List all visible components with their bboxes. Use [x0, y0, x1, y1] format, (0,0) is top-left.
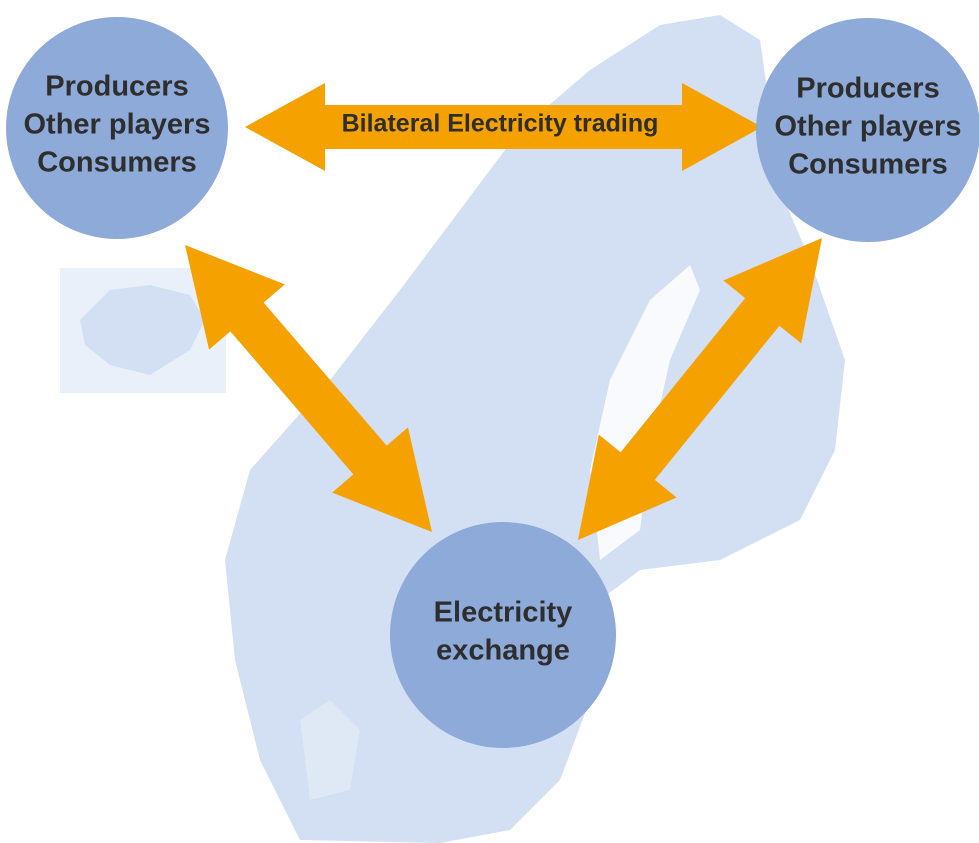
denmark	[300, 700, 360, 800]
node-circle	[756, 18, 979, 242]
node-label: Consumers	[37, 147, 197, 179]
double-arrow	[185, 245, 432, 532]
double-arrow	[578, 238, 822, 540]
node-label: Other players	[775, 111, 962, 143]
node-label: Producers	[45, 71, 188, 103]
double-arrow	[245, 83, 762, 171]
node-label: exchange	[436, 635, 570, 667]
edge-label: Bilateral Electricity trading	[342, 110, 659, 138]
scandinavia-map	[225, 15, 845, 843]
node-label: Electricity	[434, 597, 573, 629]
arrows	[185, 83, 822, 540]
nodes: Producers Other players Consumers Producers…	[6, 17, 979, 748]
node-circle	[390, 522, 616, 748]
node-circle	[6, 17, 228, 239]
node-label: Other players	[24, 109, 211, 141]
iceland	[80, 285, 205, 375]
node-label: Producers	[796, 73, 939, 105]
node-label: Consumers	[788, 149, 948, 181]
